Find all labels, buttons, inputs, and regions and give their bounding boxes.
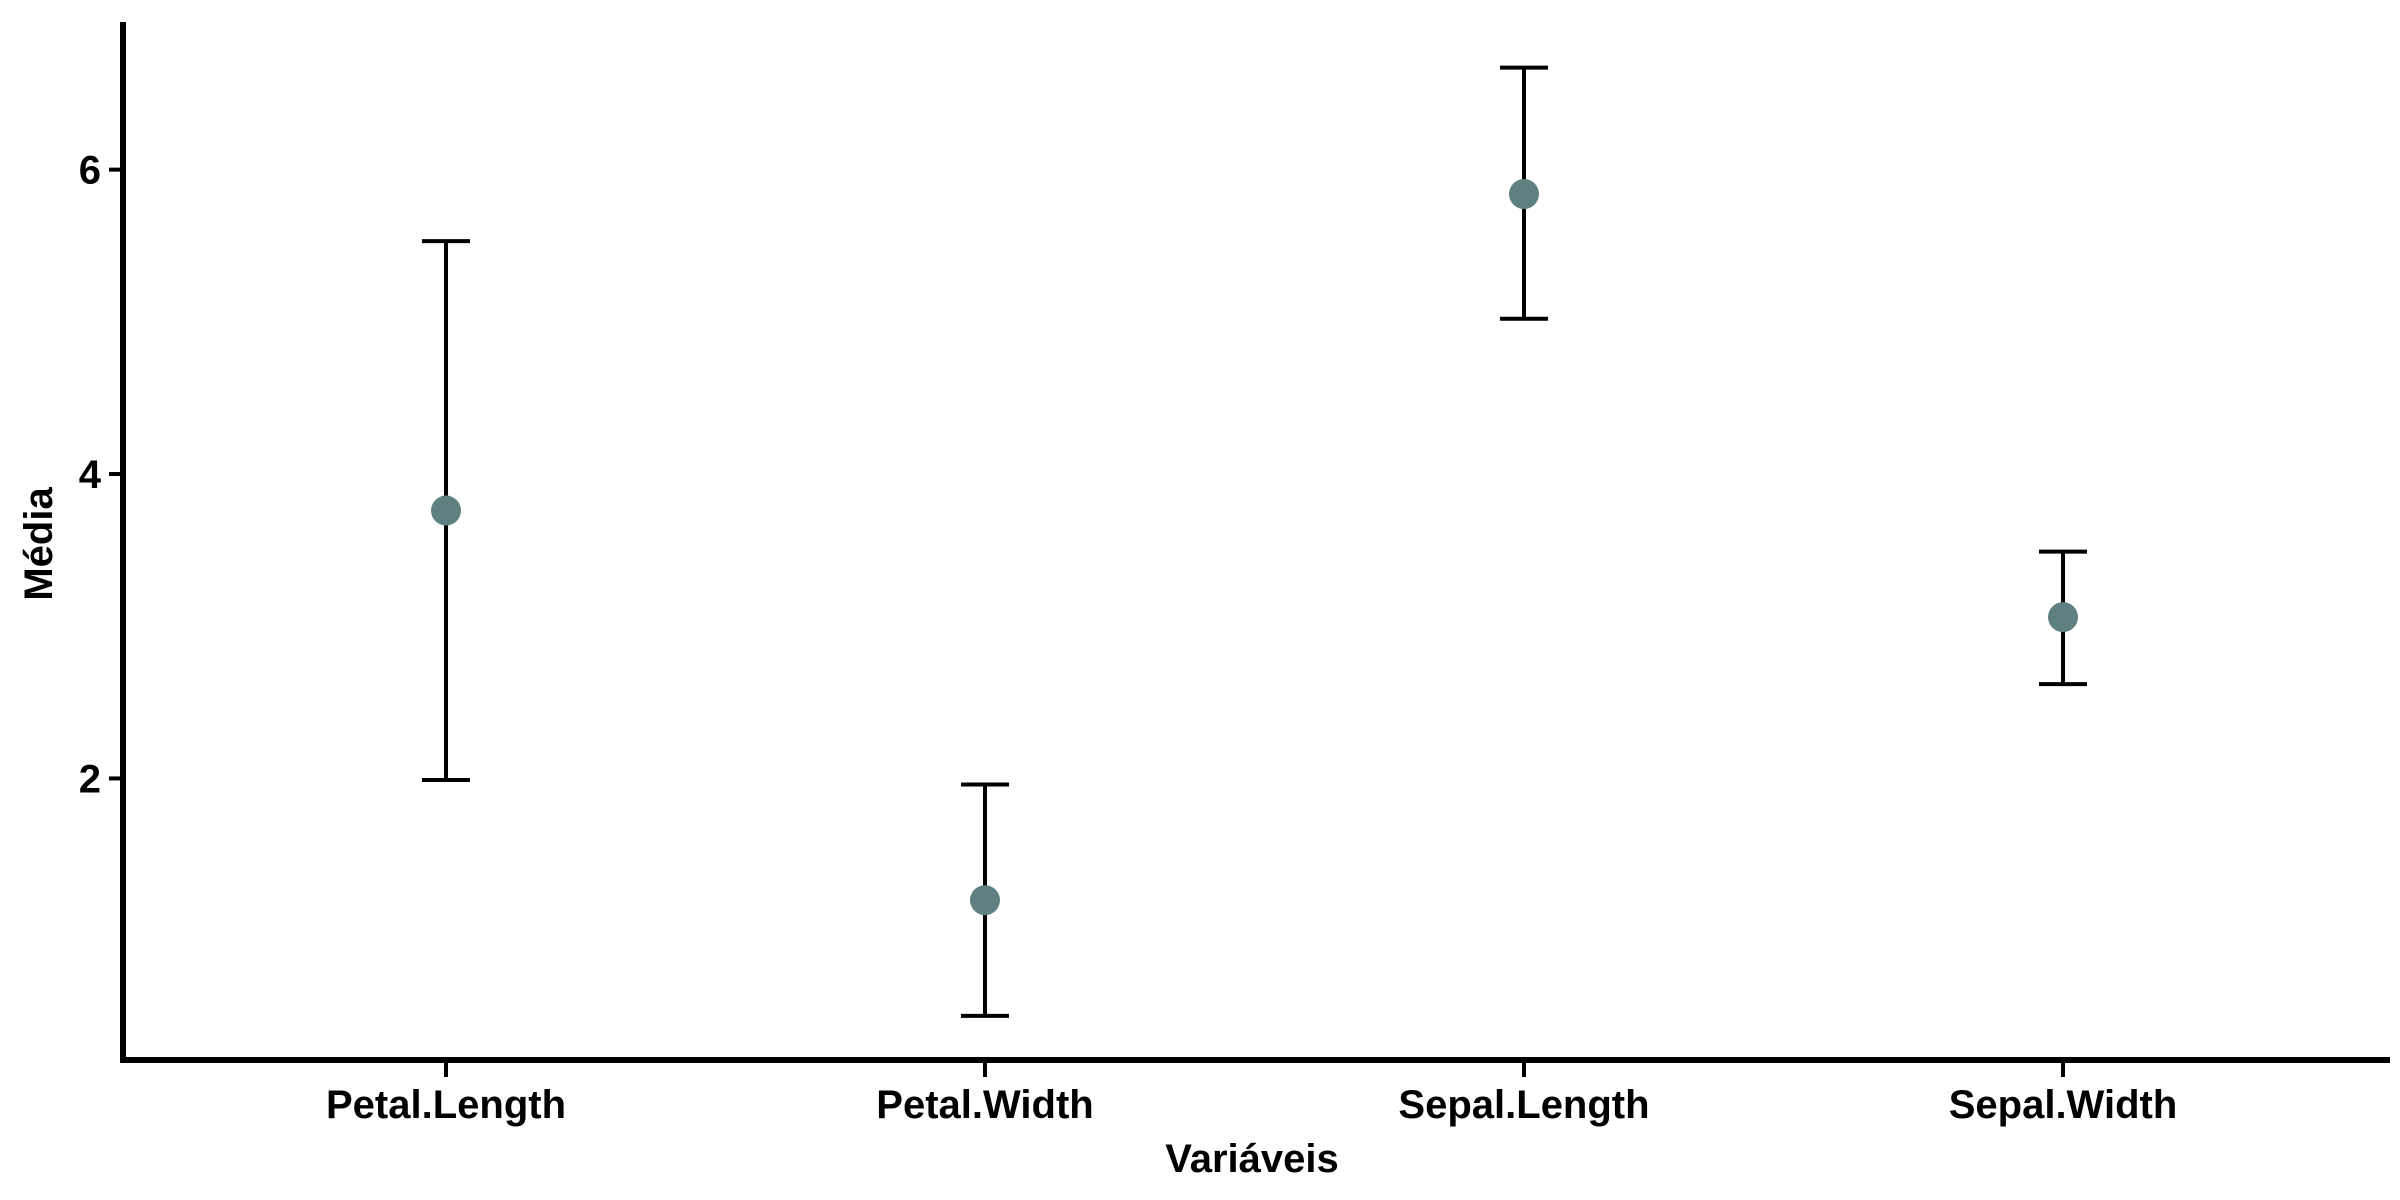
x-tick-label: Sepal.Length [1398, 1083, 1649, 1127]
x-tick-label: Sepal.Width [1949, 1083, 2178, 1127]
axes [120, 22, 2390, 1063]
x-ticks: Petal.Length Petal.Width Sepal.Length Sepal… [326, 1063, 2177, 1127]
mean-point [431, 495, 461, 526]
mean-point [970, 885, 1000, 916]
mean-point [1509, 178, 1539, 209]
x-tick-label: Petal.Width [876, 1083, 1093, 1127]
mean-point [2048, 602, 2078, 633]
y-tick-label: 2 [79, 757, 101, 801]
y-tick-label: 4 [79, 453, 102, 497]
y-ticks: 2 4 6 [79, 149, 123, 801]
plot-area [422, 65, 2087, 1018]
x-tick-label: Petal.Length [326, 1083, 566, 1127]
x-axis-title: Variáveis [1165, 1137, 1339, 1181]
y-axis-title: Média [17, 487, 61, 601]
y-tick-label: 6 [79, 149, 101, 193]
